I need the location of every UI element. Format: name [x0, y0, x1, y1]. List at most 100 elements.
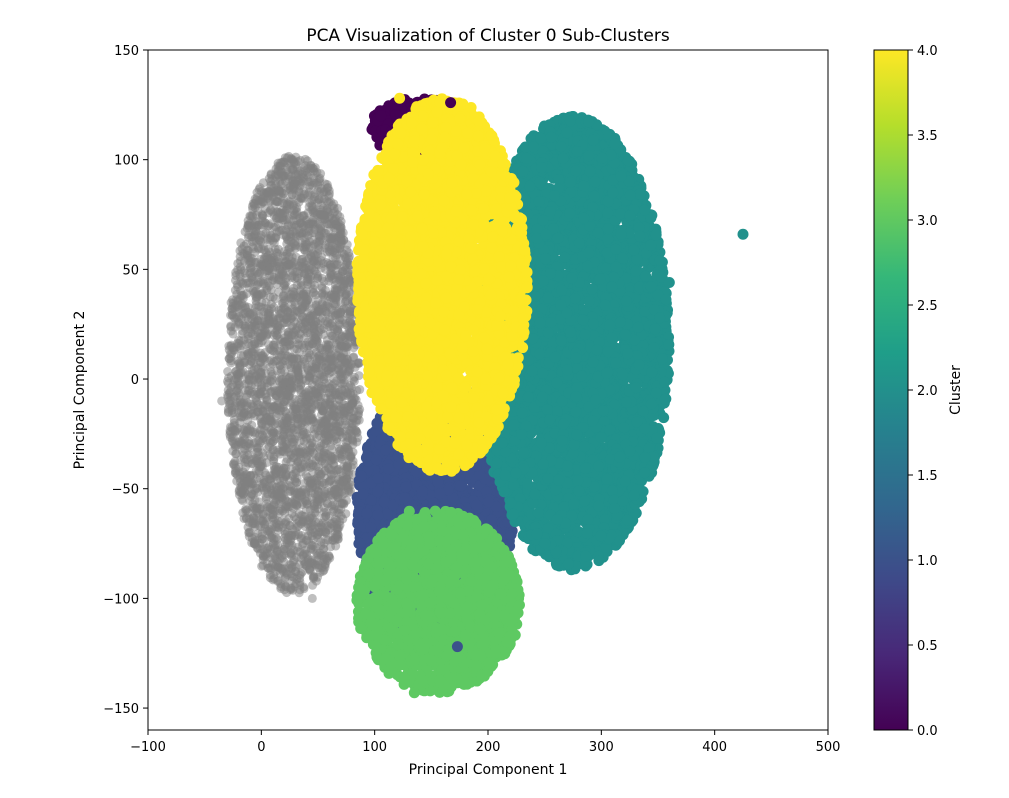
background-point: [280, 350, 290, 360]
background-point: [319, 565, 329, 575]
background-point: [324, 552, 334, 562]
background-point: [273, 385, 283, 395]
background-point: [242, 410, 252, 420]
background-point: [245, 528, 255, 538]
background-point: [285, 521, 295, 531]
background-point: [337, 379, 347, 389]
background-point: [299, 210, 309, 220]
background-point: [304, 314, 314, 324]
background-point: [319, 434, 329, 444]
background-point: [336, 307, 346, 317]
background-point: [231, 271, 241, 281]
background-point: [270, 294, 280, 304]
background-point: [272, 330, 282, 340]
background-point: [303, 156, 313, 166]
background-point: [274, 322, 284, 332]
background-point: [319, 277, 329, 287]
background-point: [292, 400, 302, 410]
background-point: [274, 462, 284, 472]
background-point: [303, 190, 313, 200]
background-point: [312, 354, 322, 364]
background-point: [347, 399, 357, 409]
background-point: [295, 491, 305, 501]
background-point: [308, 544, 318, 554]
background-point: [233, 258, 243, 268]
background-point: [304, 373, 314, 383]
background-point: [292, 428, 302, 438]
background-point: [273, 400, 283, 410]
background-point: [332, 343, 342, 353]
background-point: [293, 419, 303, 429]
background-point: [308, 438, 318, 448]
background-point: [264, 356, 274, 366]
background-point: [314, 452, 324, 462]
background-point: [309, 265, 319, 275]
background-point: [257, 528, 267, 538]
background-point: [341, 369, 351, 379]
background-point: [295, 320, 305, 330]
background-point: [272, 522, 282, 532]
background-point: [241, 339, 251, 349]
background-point: [297, 511, 307, 521]
background-point: [322, 247, 332, 257]
background-point: [308, 482, 318, 492]
background-point: [227, 408, 237, 418]
background-point: [267, 473, 277, 483]
background-point: [275, 261, 285, 271]
background-point: [289, 445, 299, 455]
background-point: [330, 293, 340, 303]
background-point: [233, 341, 243, 351]
background-point: [250, 219, 260, 229]
background-point: [270, 434, 280, 444]
background-point: [258, 241, 268, 251]
background-point: [243, 458, 253, 468]
background-point: [234, 462, 244, 472]
background-point: [349, 343, 359, 353]
background-point: [289, 257, 299, 267]
background-point: [257, 332, 267, 342]
background-point: [247, 210, 257, 220]
background-point: [231, 367, 241, 377]
background-point: [316, 551, 326, 561]
background-point: [300, 400, 310, 410]
background-point: [254, 497, 264, 507]
background-point: [280, 529, 290, 539]
background-point: [330, 324, 340, 334]
background-point: [333, 365, 343, 375]
background-point: [262, 304, 272, 314]
background-point: [322, 298, 332, 308]
background-point: [289, 210, 299, 220]
background-point: [332, 532, 342, 542]
background-point: [302, 328, 312, 338]
background-point: [258, 227, 268, 237]
background-point: [253, 400, 263, 410]
background-point: [320, 306, 330, 316]
background-point: [280, 296, 290, 306]
background-point: [288, 239, 298, 249]
background-point: [306, 511, 316, 521]
background-point: [349, 413, 359, 423]
background-point: [354, 371, 364, 381]
background-point: [297, 540, 307, 550]
background-point: [289, 344, 299, 354]
background-point: [280, 504, 290, 514]
background-point: [251, 466, 261, 476]
background-point: [243, 508, 253, 518]
background-point: [340, 265, 350, 275]
background-point: [245, 496, 255, 506]
background-point: [282, 389, 292, 399]
background-point: [331, 541, 341, 551]
background-point: [310, 169, 320, 179]
background-point: [236, 438, 246, 448]
background-point: [300, 166, 310, 176]
background-point: [233, 317, 243, 327]
background-point: [244, 283, 254, 293]
background-point: [302, 561, 312, 571]
background-point: [264, 416, 274, 426]
background-point: [296, 388, 306, 398]
background-point: [238, 326, 248, 336]
background-point: [326, 518, 336, 528]
background-point: [345, 452, 355, 462]
background-point: [240, 358, 250, 368]
background-point: [251, 322, 261, 332]
